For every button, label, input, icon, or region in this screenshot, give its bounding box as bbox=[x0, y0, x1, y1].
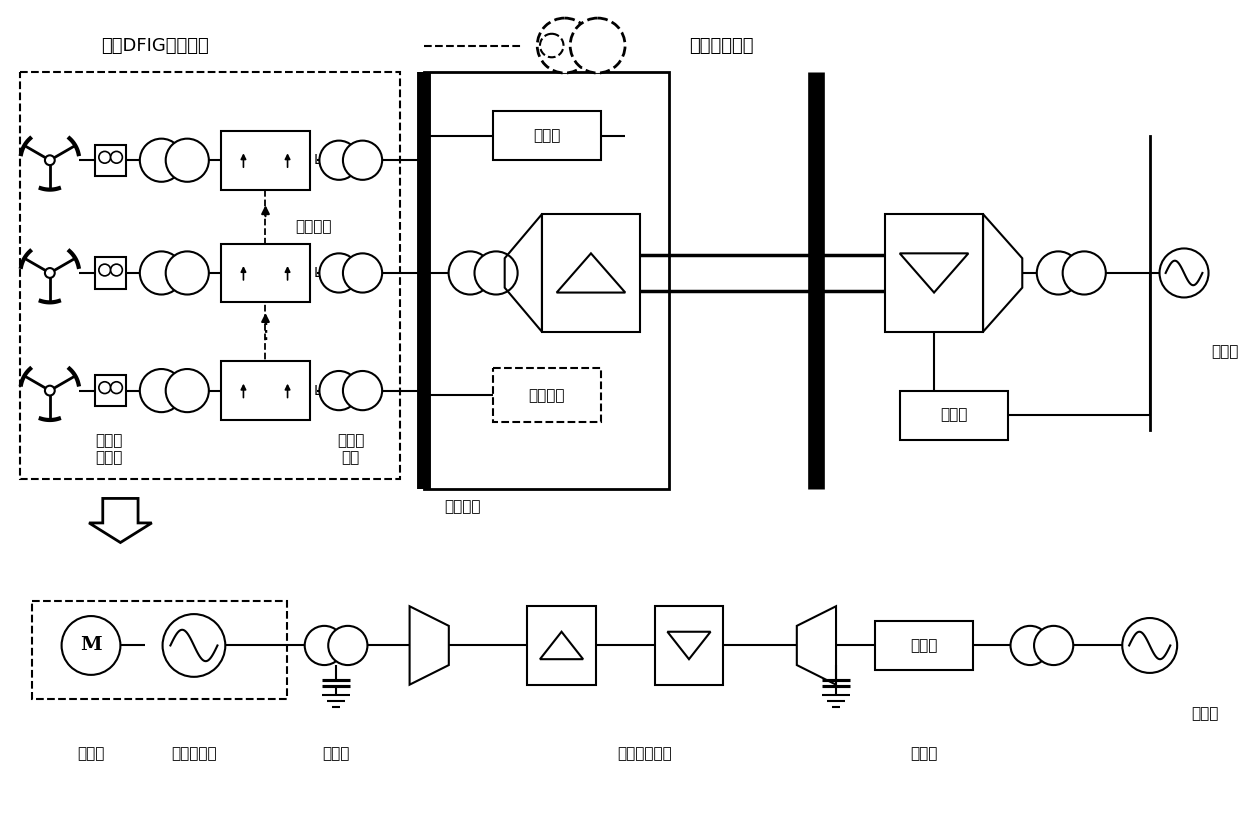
Circle shape bbox=[140, 369, 184, 412]
Text: 滤波器: 滤波器 bbox=[533, 129, 560, 143]
Text: 本地负载: 本地负载 bbox=[528, 388, 565, 403]
Text: 虚拟同步机: 虚拟同步机 bbox=[171, 746, 217, 761]
Circle shape bbox=[537, 18, 593, 73]
Text: L: L bbox=[314, 153, 321, 167]
Circle shape bbox=[475, 251, 517, 295]
Bar bbox=[494, 111, 600, 160]
Circle shape bbox=[320, 140, 358, 180]
Circle shape bbox=[1037, 251, 1080, 295]
Circle shape bbox=[166, 251, 208, 295]
Bar bbox=[222, 244, 310, 302]
Circle shape bbox=[140, 139, 184, 181]
Circle shape bbox=[320, 254, 358, 292]
Circle shape bbox=[343, 371, 382, 410]
Text: 原动机: 原动机 bbox=[77, 746, 104, 761]
Text: 无外部电压源: 无外部电压源 bbox=[689, 36, 754, 55]
Bar bbox=[95, 257, 126, 289]
Circle shape bbox=[110, 381, 123, 393]
Text: 滤波器: 滤波器 bbox=[940, 407, 967, 423]
Circle shape bbox=[449, 251, 492, 295]
Circle shape bbox=[343, 140, 382, 180]
Circle shape bbox=[45, 268, 55, 278]
Circle shape bbox=[62, 616, 120, 675]
Circle shape bbox=[1034, 626, 1074, 665]
Text: 高压直流系统: 高压直流系统 bbox=[618, 746, 672, 761]
Circle shape bbox=[320, 371, 358, 410]
Text: 主电网: 主电网 bbox=[1190, 706, 1218, 722]
Bar bbox=[494, 368, 600, 422]
Bar bbox=[542, 214, 640, 332]
Text: L: L bbox=[314, 266, 321, 280]
Circle shape bbox=[162, 614, 226, 677]
Text: 送端母线: 送端母线 bbox=[444, 499, 480, 514]
Bar bbox=[875, 621, 973, 670]
Circle shape bbox=[140, 251, 184, 295]
Circle shape bbox=[166, 139, 208, 181]
Bar bbox=[655, 606, 723, 685]
Circle shape bbox=[45, 155, 55, 165]
Circle shape bbox=[570, 18, 625, 73]
Circle shape bbox=[99, 381, 110, 393]
Bar bbox=[32, 601, 288, 700]
Text: 孤岛DFIG型风电场: 孤岛DFIG型风电场 bbox=[100, 36, 208, 55]
Circle shape bbox=[329, 626, 367, 665]
Circle shape bbox=[343, 254, 382, 292]
Text: 滤波器: 滤波器 bbox=[910, 638, 937, 653]
Circle shape bbox=[1159, 249, 1209, 297]
Circle shape bbox=[166, 369, 208, 412]
Circle shape bbox=[99, 151, 110, 163]
Polygon shape bbox=[89, 498, 151, 543]
Text: 网侧变
流器: 网侧变 流器 bbox=[337, 433, 365, 465]
Text: 滤波器: 滤波器 bbox=[910, 746, 937, 761]
Circle shape bbox=[110, 264, 123, 276]
Bar bbox=[222, 131, 310, 190]
Bar bbox=[20, 72, 399, 479]
Circle shape bbox=[1011, 626, 1050, 665]
Text: ⋮: ⋮ bbox=[254, 322, 277, 342]
Text: M: M bbox=[81, 637, 102, 654]
Circle shape bbox=[45, 386, 55, 396]
Text: L: L bbox=[314, 384, 321, 397]
Circle shape bbox=[305, 626, 343, 665]
Bar bbox=[424, 72, 670, 489]
Bar bbox=[222, 361, 310, 420]
Bar bbox=[95, 144, 126, 176]
Text: 直流电源: 直流电源 bbox=[295, 219, 331, 234]
Bar bbox=[885, 214, 983, 332]
Text: 转子侧
变流器: 转子侧 变流器 bbox=[95, 433, 123, 465]
Circle shape bbox=[1063, 251, 1106, 295]
Circle shape bbox=[1122, 618, 1177, 673]
Circle shape bbox=[99, 264, 110, 276]
Bar bbox=[95, 375, 126, 407]
Bar bbox=[527, 606, 596, 685]
Text: 滤波器: 滤波器 bbox=[322, 746, 350, 761]
Circle shape bbox=[110, 151, 123, 163]
Bar bbox=[900, 391, 1008, 439]
Text: 主电网: 主电网 bbox=[1211, 344, 1239, 359]
